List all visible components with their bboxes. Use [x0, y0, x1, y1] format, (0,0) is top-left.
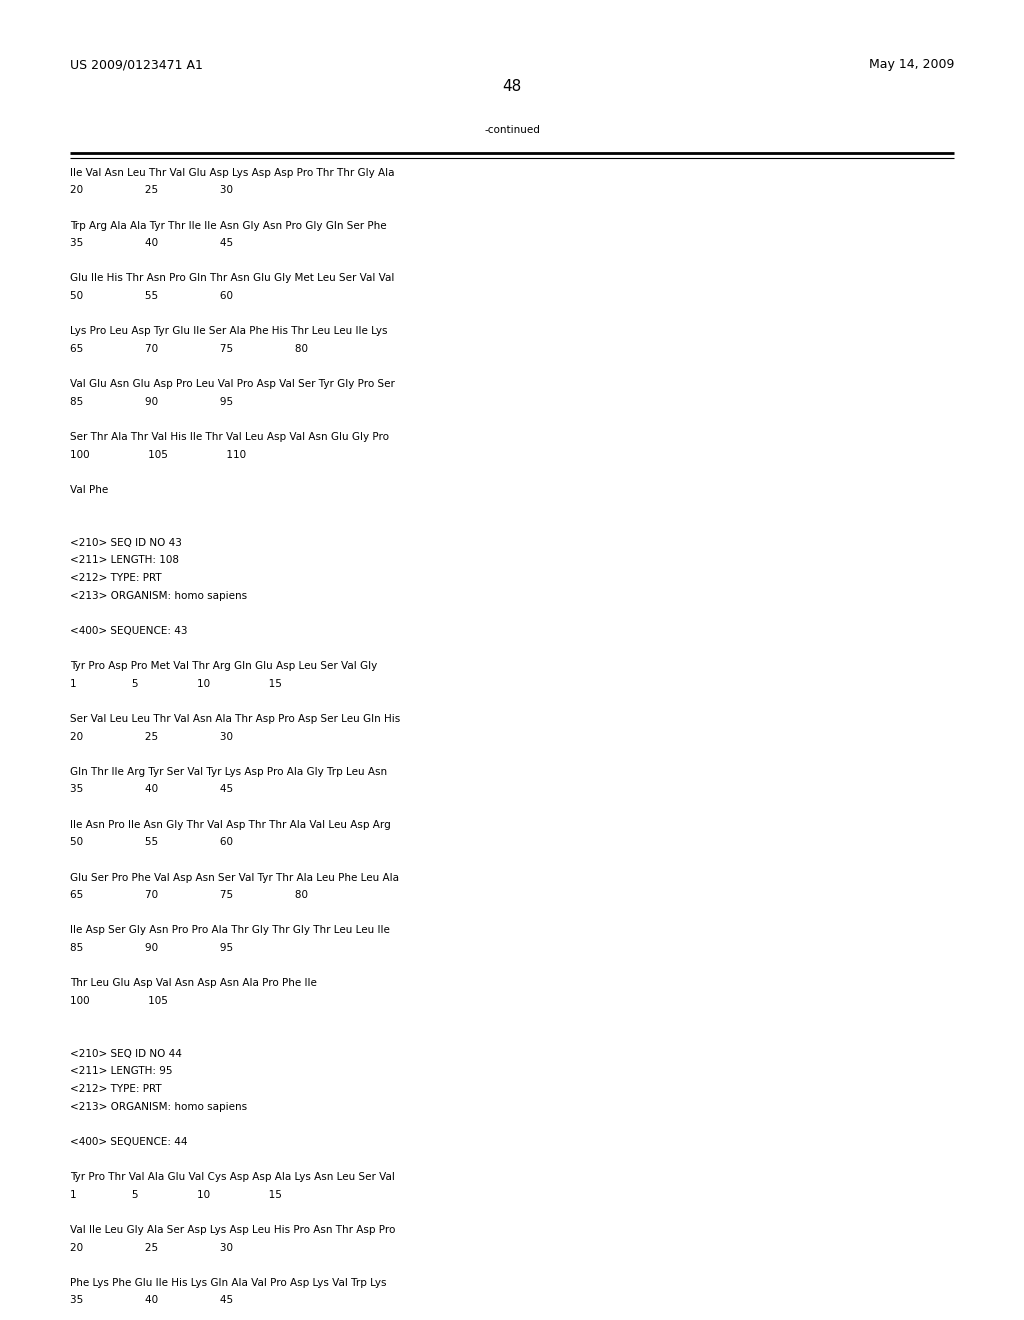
Text: 100                  105                  110: 100 105 110 — [70, 450, 246, 459]
Text: <400> SEQUENCE: 43: <400> SEQUENCE: 43 — [70, 626, 187, 636]
Text: Tyr Pro Asp Pro Met Val Thr Arg Gln Glu Asp Leu Ser Val Gly: Tyr Pro Asp Pro Met Val Thr Arg Gln Glu … — [70, 661, 377, 671]
Text: Glu Ser Pro Phe Val Asp Asn Ser Val Tyr Thr Ala Leu Phe Leu Ala: Glu Ser Pro Phe Val Asp Asn Ser Val Tyr … — [70, 873, 398, 883]
Text: US 2009/0123471 A1: US 2009/0123471 A1 — [70, 58, 203, 71]
Text: May 14, 2009: May 14, 2009 — [869, 58, 954, 71]
Text: 20                   25                   30: 20 25 30 — [70, 1242, 232, 1253]
Text: 1                 5                  10                  15: 1 5 10 15 — [70, 1189, 282, 1200]
Text: <211> LENGTH: 95: <211> LENGTH: 95 — [70, 1067, 172, 1076]
Text: 35                   40                   45: 35 40 45 — [70, 784, 232, 795]
Text: 1                 5                  10                  15: 1 5 10 15 — [70, 678, 282, 689]
Text: <400> SEQUENCE: 44: <400> SEQUENCE: 44 — [70, 1137, 187, 1147]
Text: <212> TYPE: PRT: <212> TYPE: PRT — [70, 1084, 161, 1094]
Text: Thr Leu Glu Asp Val Asn Asp Asn Ala Pro Phe Ile: Thr Leu Glu Asp Val Asn Asp Asn Ala Pro … — [70, 978, 316, 989]
Text: Val Ile Leu Gly Ala Ser Asp Lys Asp Leu His Pro Asn Thr Asp Pro: Val Ile Leu Gly Ala Ser Asp Lys Asp Leu … — [70, 1225, 395, 1236]
Text: 85                   90                   95: 85 90 95 — [70, 942, 232, 953]
Text: Lys Pro Leu Asp Tyr Glu Ile Ser Ala Phe His Thr Leu Leu Ile Lys: Lys Pro Leu Asp Tyr Glu Ile Ser Ala Phe … — [70, 326, 387, 337]
Text: <213> ORGANISM: homo sapiens: <213> ORGANISM: homo sapiens — [70, 1102, 247, 1111]
Text: 50                   55                   60: 50 55 60 — [70, 290, 232, 301]
Text: <212> TYPE: PRT: <212> TYPE: PRT — [70, 573, 161, 583]
Text: <210> SEQ ID NO 44: <210> SEQ ID NO 44 — [70, 1048, 181, 1059]
Text: Ser Thr Ala Thr Val His Ile Thr Val Leu Asp Val Asn Glu Gly Pro: Ser Thr Ala Thr Val His Ile Thr Val Leu … — [70, 432, 389, 442]
Text: 35                   40                   45: 35 40 45 — [70, 238, 232, 248]
Text: Val Phe: Val Phe — [70, 484, 108, 495]
Text: 20                   25                   30: 20 25 30 — [70, 731, 232, 742]
Text: 65                   70                   75                   80: 65 70 75 80 — [70, 343, 307, 354]
Text: 20                   25                   30: 20 25 30 — [70, 185, 232, 195]
Text: 85                   90                   95: 85 90 95 — [70, 397, 232, 407]
Text: <213> ORGANISM: homo sapiens: <213> ORGANISM: homo sapiens — [70, 590, 247, 601]
Text: Ile Val Asn Leu Thr Val Glu Asp Lys Asp Asp Pro Thr Thr Gly Ala: Ile Val Asn Leu Thr Val Glu Asp Lys Asp … — [70, 168, 394, 178]
Text: <211> LENGTH: 108: <211> LENGTH: 108 — [70, 556, 178, 565]
Text: Val Glu Asn Glu Asp Pro Leu Val Pro Asp Val Ser Tyr Gly Pro Ser: Val Glu Asn Glu Asp Pro Leu Val Pro Asp … — [70, 379, 394, 389]
Text: -continued: -continued — [484, 125, 540, 136]
Text: Trp Arg Ala Ala Tyr Thr Ile Ile Asn Gly Asn Pro Gly Gln Ser Phe: Trp Arg Ala Ala Tyr Thr Ile Ile Asn Gly … — [70, 220, 386, 231]
Text: 100                  105: 100 105 — [70, 995, 168, 1006]
Text: 35                   40                   45: 35 40 45 — [70, 1295, 232, 1305]
Text: Ser Val Leu Leu Thr Val Asn Ala Thr Asp Pro Asp Ser Leu Gln His: Ser Val Leu Leu Thr Val Asn Ala Thr Asp … — [70, 714, 400, 723]
Text: Ile Asn Pro Ile Asn Gly Thr Val Asp Thr Thr Ala Val Leu Asp Arg: Ile Asn Pro Ile Asn Gly Thr Val Asp Thr … — [70, 820, 390, 830]
Text: <210> SEQ ID NO 43: <210> SEQ ID NO 43 — [70, 537, 181, 548]
Text: Phe Lys Phe Glu Ile His Lys Gln Ala Val Pro Asp Lys Val Trp Lys: Phe Lys Phe Glu Ile His Lys Gln Ala Val … — [70, 1278, 386, 1288]
Text: Ile Asp Ser Gly Asn Pro Pro Ala Thr Gly Thr Gly Thr Leu Leu Ile: Ile Asp Ser Gly Asn Pro Pro Ala Thr Gly … — [70, 925, 389, 936]
Text: 48: 48 — [503, 79, 521, 94]
Text: Tyr Pro Thr Val Ala Glu Val Cys Asp Asp Ala Lys Asn Leu Ser Val: Tyr Pro Thr Val Ala Glu Val Cys Asp Asp … — [70, 1172, 394, 1183]
Text: 50                   55                   60: 50 55 60 — [70, 837, 232, 847]
Text: 65                   70                   75                   80: 65 70 75 80 — [70, 890, 307, 900]
Text: Glu Ile His Thr Asn Pro Gln Thr Asn Glu Gly Met Leu Ser Val Val: Glu Ile His Thr Asn Pro Gln Thr Asn Glu … — [70, 273, 394, 284]
Text: Gln Thr Ile Arg Tyr Ser Val Tyr Lys Asp Pro Ala Gly Trp Leu Asn: Gln Thr Ile Arg Tyr Ser Val Tyr Lys Asp … — [70, 767, 387, 776]
